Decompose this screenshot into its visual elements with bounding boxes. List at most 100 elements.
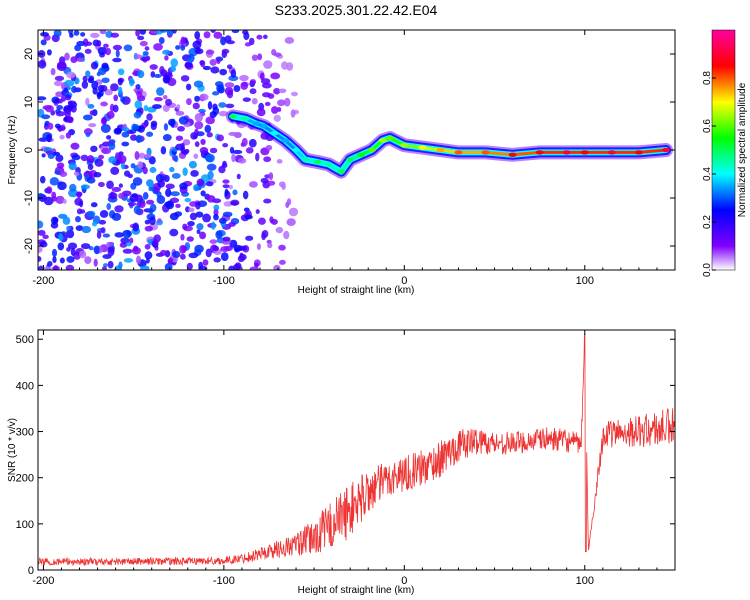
noise-blob <box>196 178 205 187</box>
noise-blob <box>38 246 43 254</box>
signal-ridge-segment <box>484 150 515 157</box>
noise-blob <box>249 88 257 95</box>
noise-blob <box>106 135 112 140</box>
noise-blob <box>236 173 241 180</box>
noise-blob <box>84 256 92 265</box>
noise-blob <box>137 70 145 79</box>
noise-blob <box>232 189 238 196</box>
noise-blob <box>278 88 287 94</box>
noise-blob <box>195 48 204 55</box>
noise-blob <box>160 30 168 33</box>
noise-blob <box>38 192 44 202</box>
noise-blob <box>38 256 42 262</box>
noise-blob <box>53 80 63 87</box>
noise-blob <box>112 57 122 63</box>
noise-blob <box>237 255 245 263</box>
colorbar-tick-label: 0.8 <box>702 71 713 85</box>
noise-blob <box>104 89 113 96</box>
noise-blob <box>194 141 200 148</box>
noise-blob <box>218 102 227 108</box>
snr-frame <box>37 329 676 571</box>
noise-blob <box>68 188 79 198</box>
noise-blob <box>144 243 151 250</box>
noise-blob <box>273 264 281 270</box>
noise-blob <box>263 198 272 204</box>
noise-blob <box>206 163 217 171</box>
noise-blob <box>76 191 82 199</box>
noise-blob <box>99 210 109 218</box>
noise-blob <box>39 241 48 248</box>
spectrogram-xlabel: Height of straight line (km) <box>298 285 415 296</box>
noise-blob <box>66 255 75 263</box>
signal-ridge-point <box>634 150 643 155</box>
noise-blob <box>190 169 199 177</box>
noise-blob <box>144 225 153 232</box>
signal-ridge-point <box>241 116 250 122</box>
noise-blob <box>115 49 120 58</box>
snr-plot-area <box>38 330 675 570</box>
noise-blob <box>149 216 156 226</box>
noise-blob <box>69 32 74 38</box>
noise-blob <box>135 255 142 265</box>
noise-blob <box>170 58 179 68</box>
snr-series-line <box>38 334 675 567</box>
noise-blob <box>196 223 204 231</box>
noise-blob <box>209 58 217 66</box>
noise-blob <box>148 186 156 192</box>
noise-blob <box>152 104 162 109</box>
noise-blob <box>173 155 179 163</box>
noise-blob <box>71 85 77 94</box>
noise-blob <box>80 184 91 190</box>
noise-blob <box>267 242 273 249</box>
noise-blob <box>113 94 119 102</box>
y-tick-label: 200 <box>16 473 34 485</box>
noise-blob <box>57 242 65 251</box>
noise-blob <box>194 30 201 40</box>
noise-blob <box>54 170 61 175</box>
signal-ridge-point <box>228 114 237 119</box>
noise-blob <box>47 122 54 130</box>
noise-blob <box>261 229 269 238</box>
noise-blob <box>70 104 77 113</box>
noise-blob <box>80 154 89 162</box>
noise-blob <box>142 192 149 200</box>
noise-blob <box>99 30 107 35</box>
noise-blob <box>42 266 52 270</box>
noise-blob <box>203 31 211 39</box>
noise-blob <box>139 30 147 35</box>
noise-blob <box>39 175 46 184</box>
noise-blob <box>86 177 96 184</box>
noise-blob <box>276 159 283 164</box>
noise-blob <box>165 188 172 198</box>
noise-blob <box>65 132 72 139</box>
noise-blob <box>134 194 143 203</box>
noise-blob <box>54 75 65 82</box>
noise-blob <box>284 97 291 107</box>
noise-blob <box>281 61 289 70</box>
noise-blob <box>85 97 90 106</box>
noise-blob <box>66 225 72 231</box>
noise-blob <box>130 163 136 169</box>
noise-blob <box>245 235 254 241</box>
signal-ridge-point <box>436 147 445 153</box>
noise-blob <box>180 75 190 82</box>
noise-blob <box>118 192 125 199</box>
noise-blob <box>186 98 192 106</box>
noise-blob <box>110 32 120 38</box>
y-tick-label: 0 <box>23 147 35 153</box>
noise-blob <box>66 71 76 79</box>
signal-ridge-point <box>481 150 490 155</box>
noise-blob <box>111 186 122 193</box>
noise-blob <box>70 142 80 150</box>
noise-blob <box>268 172 274 180</box>
noise-blob <box>129 237 134 244</box>
noise-blob <box>106 241 114 247</box>
noise-blob <box>175 203 181 209</box>
noise-blob <box>118 151 124 156</box>
noise-blob <box>101 147 112 154</box>
noise-blob <box>262 92 271 98</box>
noise-blob <box>168 257 174 265</box>
noise-blob <box>162 134 172 142</box>
noise-blob <box>225 103 235 109</box>
noise-blob <box>41 114 51 120</box>
